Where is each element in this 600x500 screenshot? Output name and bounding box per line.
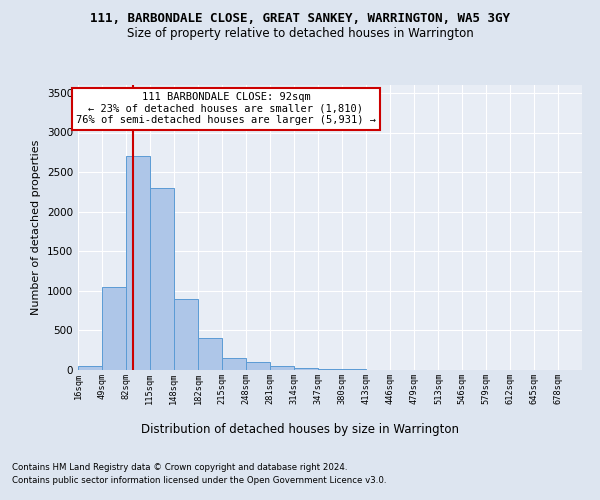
Text: Contains public sector information licensed under the Open Government Licence v3: Contains public sector information licen… bbox=[12, 476, 386, 485]
Y-axis label: Number of detached properties: Number of detached properties bbox=[31, 140, 41, 315]
Bar bbox=[223, 358, 246, 370]
Text: 111, BARBONDALE CLOSE, GREAT SANKEY, WARRINGTON, WA5 3GY: 111, BARBONDALE CLOSE, GREAT SANKEY, WAR… bbox=[90, 12, 510, 26]
Text: 111 BARBONDALE CLOSE: 92sqm
← 23% of detached houses are smaller (1,810)
76% of : 111 BARBONDALE CLOSE: 92sqm ← 23% of det… bbox=[76, 92, 376, 126]
Bar bbox=[199, 338, 222, 370]
Bar bbox=[294, 368, 318, 370]
Text: Contains HM Land Registry data © Crown copyright and database right 2024.: Contains HM Land Registry data © Crown c… bbox=[12, 462, 347, 471]
Text: Distribution of detached houses by size in Warrington: Distribution of detached houses by size … bbox=[141, 422, 459, 436]
Bar bbox=[318, 369, 342, 370]
Bar bbox=[270, 366, 294, 370]
Bar bbox=[150, 188, 173, 370]
Bar bbox=[247, 362, 270, 370]
Bar bbox=[102, 287, 126, 370]
Text: Size of property relative to detached houses in Warrington: Size of property relative to detached ho… bbox=[127, 28, 473, 40]
Bar bbox=[126, 156, 149, 370]
Bar bbox=[174, 298, 197, 370]
Bar bbox=[78, 366, 102, 370]
